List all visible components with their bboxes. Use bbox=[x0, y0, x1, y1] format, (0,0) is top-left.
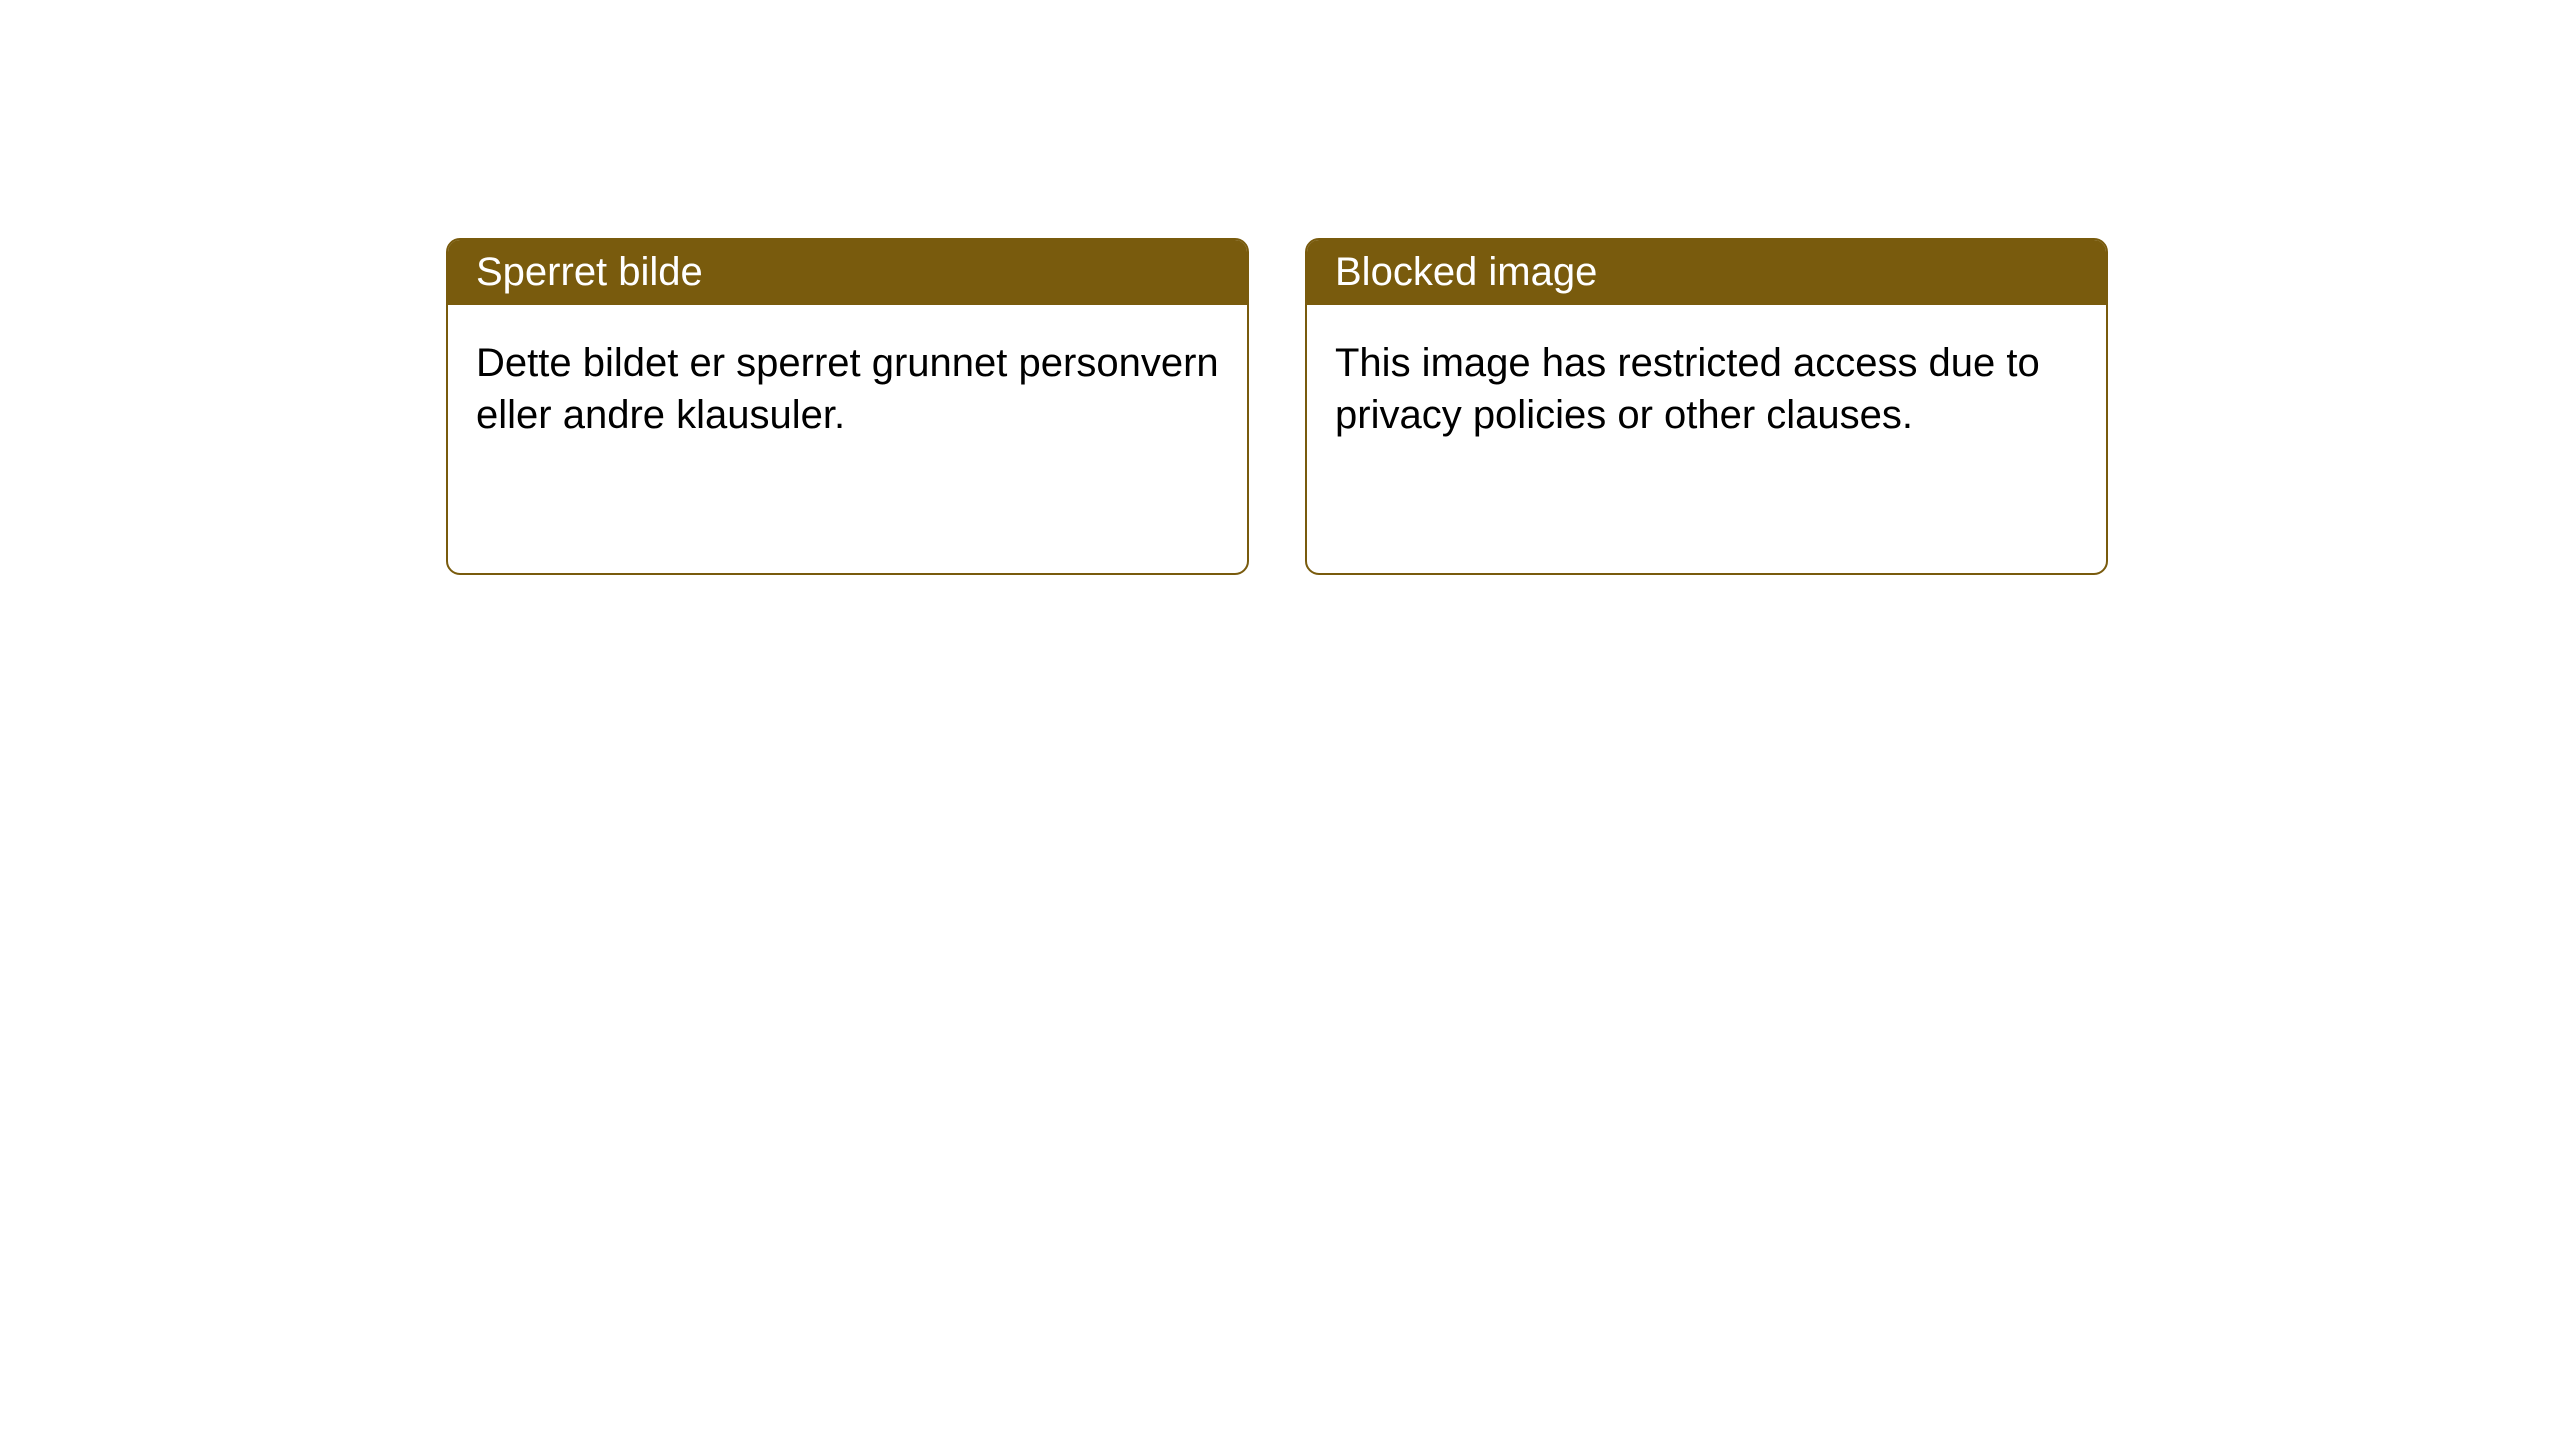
notice-card-title: Blocked image bbox=[1307, 240, 2106, 305]
notice-body-text: Dette bildet er sperret grunnet personve… bbox=[476, 341, 1219, 437]
notice-cards-container: Sperret bilde Dette bildet er sperret gr… bbox=[446, 238, 2108, 575]
notice-card-norwegian: Sperret bilde Dette bildet er sperret gr… bbox=[446, 238, 1249, 575]
notice-card-english: Blocked image This image has restricted … bbox=[1305, 238, 2108, 575]
notice-title-text: Sperret bilde bbox=[476, 250, 703, 294]
notice-title-text: Blocked image bbox=[1335, 250, 1597, 294]
notice-card-body: Dette bildet er sperret grunnet personve… bbox=[448, 305, 1247, 473]
notice-body-text: This image has restricted access due to … bbox=[1335, 341, 2040, 437]
notice-card-title: Sperret bilde bbox=[448, 240, 1247, 305]
notice-card-body: This image has restricted access due to … bbox=[1307, 305, 2106, 473]
